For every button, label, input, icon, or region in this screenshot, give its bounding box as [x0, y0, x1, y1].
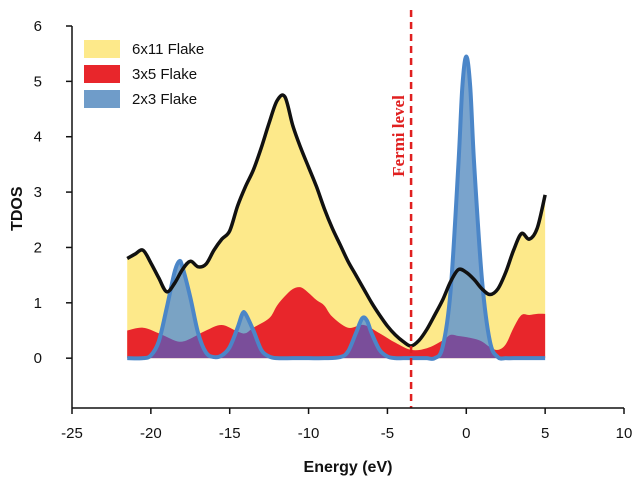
series-2x3-area — [127, 56, 546, 359]
x-tick-label: -15 — [219, 425, 241, 442]
x-tick-label: -5 — [381, 425, 394, 442]
x-axis-label: Energy (eV) — [304, 459, 393, 476]
legend-label: 3x5 Flake — [132, 66, 197, 83]
x-tick-label: 0 — [462, 425, 470, 442]
y-tick-label: 1 — [34, 295, 42, 312]
y-tick-label: 4 — [34, 129, 42, 146]
x-tick-label: 10 — [616, 425, 633, 442]
x-tick-label: 5 — [541, 425, 549, 442]
series-6x11-area — [127, 95, 546, 359]
y-tick-label: 3 — [34, 184, 42, 201]
x-tick-label: -10 — [298, 425, 320, 442]
x-tick-label: -25 — [61, 425, 83, 442]
series-6x11-line — [126, 93, 547, 348]
y-tick-label: 0 — [34, 350, 42, 367]
legend-swatch — [84, 40, 120, 58]
x-tick-label: -20 — [140, 425, 162, 442]
legend-label: 2x3 Flake — [132, 91, 197, 108]
y-tick-label: 2 — [34, 239, 42, 256]
series-2x3-line — [127, 54, 546, 361]
axes: 0 1 2 3 4 5 6 -25 -20 -15 -10 -5 0 5 10 — [34, 18, 633, 442]
legend-label: 6x11 Flake — [132, 41, 204, 58]
legend: 6x11 Flake 3x5 Flake 2x3 Flake — [84, 40, 204, 108]
fermi-level-label: Fermi level — [389, 95, 408, 177]
y-tick-label: 6 — [34, 18, 42, 35]
y-axis-label: TDOS — [9, 186, 26, 231]
plot-area: Fermi level — [126, 10, 547, 408]
legend-swatch — [84, 65, 120, 83]
y-tick-label: 5 — [34, 73, 42, 90]
legend-swatch — [84, 90, 120, 108]
